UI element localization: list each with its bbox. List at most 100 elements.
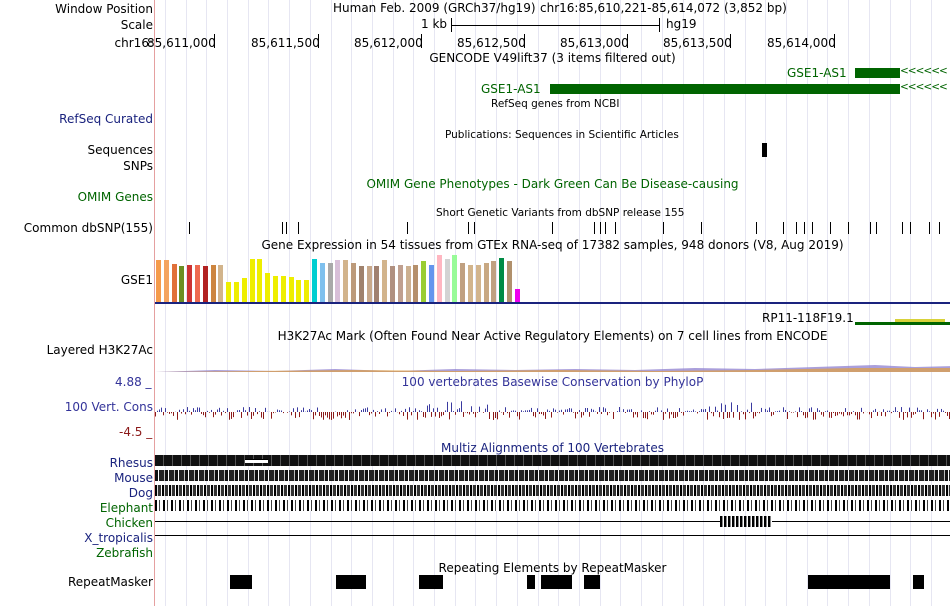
gtex-tissue-bar[interactable] <box>234 282 239 302</box>
alignment-chicken[interactable] <box>720 516 772 527</box>
gtex-gene-label[interactable]: GSE1 <box>120 273 153 287</box>
snp-variant[interactable] <box>939 222 940 234</box>
multiz-species-chicken[interactable]: Chicken <box>105 516 153 530</box>
repeat-element[interactable] <box>584 575 600 589</box>
gtex-tissue-bar[interactable] <box>304 280 310 302</box>
snp-variant[interactable] <box>848 222 849 234</box>
gtex-tissue-bar[interactable] <box>327 263 333 302</box>
gtex-tissue-bar[interactable] <box>514 289 520 302</box>
snp-variant[interactable] <box>189 222 190 234</box>
snp-variant[interactable] <box>594 222 595 234</box>
phylop-label[interactable]: 100 Vert. Cons <box>64 400 153 414</box>
gtex-tissue-bar[interactable] <box>421 261 427 302</box>
gtex-tissue-bar[interactable] <box>280 276 286 302</box>
alignment-mouse[interactable] <box>155 470 950 481</box>
snp-variant[interactable] <box>407 222 408 234</box>
gtex-tissue-bar[interactable] <box>202 266 208 302</box>
refseq-curated-label[interactable]: RefSeq Curated <box>59 112 153 126</box>
snp-variant[interactable] <box>474 222 475 234</box>
snp-variant[interactable] <box>663 222 664 234</box>
snp-variant[interactable] <box>701 222 702 234</box>
repeat-element[interactable] <box>913 575 924 589</box>
h3k27ac-label[interactable]: Layered H3K27Ac <box>46 343 153 357</box>
gtex-tissue-bar[interactable] <box>358 266 364 302</box>
gtex-tissue-bar[interactable] <box>390 266 395 302</box>
repeat-element[interactable] <box>808 575 890 589</box>
rp11-gene-label[interactable]: RP11-118F19.1 <box>762 311 854 325</box>
gtex-tissue-bar[interactable] <box>163 260 169 302</box>
gtex-tissue-bar[interactable] <box>366 266 372 302</box>
snp-variant[interactable] <box>600 222 601 234</box>
h3k27ac-track-title[interactable]: H3K27Ac Mark (Often Found Near Active Re… <box>277 329 828 343</box>
repeat-element[interactable] <box>541 575 572 589</box>
snp-variant[interactable] <box>870 222 871 234</box>
snps-label[interactable]: SNPs <box>123 159 153 173</box>
publication-sequence-item[interactable] <box>762 143 767 157</box>
gtex-tissue-bar[interactable] <box>405 266 411 302</box>
gtex-tissue-bar[interactable] <box>413 265 419 302</box>
snp-variant[interactable] <box>783 222 784 234</box>
repeat-element[interactable] <box>336 575 366 589</box>
omim-track-title[interactable]: OMIM Gene Phenotypes - Dark Green Can Be… <box>366 177 739 191</box>
sequences-label[interactable]: Sequences <box>87 143 153 157</box>
phylop-track-title[interactable]: 100 vertebrates Basewise Conservation by… <box>401 375 704 389</box>
gtex-track-title[interactable]: Gene Expression in 54 tissues from GTEx … <box>261 238 844 252</box>
snp-variant[interactable] <box>286 222 287 234</box>
gtex-tissue-bar[interactable] <box>491 261 497 302</box>
dbsnp-track-title[interactable]: Short Genetic Variants from dbSNP releas… <box>436 207 685 219</box>
snp-variant[interactable] <box>812 222 813 234</box>
publications-track-title[interactable]: Publications: Sequences in Scientific Ar… <box>445 129 679 141</box>
gtex-tissue-bar[interactable] <box>265 273 271 302</box>
alignment-rhesus[interactable] <box>155 455 950 466</box>
gtex-tissue-bar[interactable] <box>507 261 512 302</box>
gtex-tissue-bar[interactable] <box>210 265 216 302</box>
gtex-tissue-bar[interactable] <box>288 277 294 302</box>
repeat-element[interactable] <box>230 575 252 589</box>
gtex-tissue-bar[interactable] <box>171 264 177 302</box>
refseq-track-title[interactable]: RefSeq genes from NCBI <box>491 98 620 110</box>
multiz-species-dog[interactable]: Dog <box>128 486 153 500</box>
snp-variant[interactable] <box>910 222 911 234</box>
snp-variant[interactable] <box>756 222 757 234</box>
gtex-tissue-bar[interactable] <box>296 280 302 302</box>
omim-genes-label[interactable]: OMIM Genes <box>77 190 153 204</box>
snp-variant[interactable] <box>929 222 930 234</box>
gtex-tissue-bar[interactable] <box>397 265 403 302</box>
multiz-track-title[interactable]: Multiz Alignments of 100 Vertebrates <box>440 441 665 455</box>
multiz-species-mouse[interactable]: Mouse <box>114 471 153 485</box>
alignment-elephant[interactable] <box>155 500 950 511</box>
multiz-species-x-tropicalis[interactable]: X_tropicalis <box>84 531 153 545</box>
multiz-species-rhesus[interactable]: Rhesus <box>109 456 153 470</box>
repeat-element[interactable] <box>527 575 535 589</box>
gtex-tissue-bar[interactable] <box>312 259 317 302</box>
gene-exon-bottom[interactable] <box>550 84 900 94</box>
snp-variant[interactable] <box>298 222 299 234</box>
gtex-tissue-bar[interactable] <box>257 259 263 302</box>
gene-label-gse1-as1-top[interactable]: GSE1-AS1 <box>787 66 847 80</box>
dbsnp-label[interactable]: Common dbSNP(155) <box>23 221 153 235</box>
gtex-tissue-bar[interactable] <box>218 265 224 302</box>
repeatmasker-track-title[interactable]: Repeating Elements by RepeatMasker <box>438 561 667 575</box>
snp-variant[interactable] <box>876 222 877 234</box>
snp-variant[interactable] <box>468 222 469 234</box>
gene-exon-top[interactable] <box>855 68 900 78</box>
repeat-element[interactable] <box>419 575 443 589</box>
gtex-tissue-bar[interactable] <box>460 263 466 302</box>
gtex-tissue-bar[interactable] <box>429 265 434 302</box>
gtex-tissue-bar[interactable] <box>241 278 247 302</box>
snp-variant[interactable] <box>902 222 903 234</box>
gtex-tissue-bar[interactable] <box>249 259 255 302</box>
h3k27ac-signal[interactable] <box>155 355 950 373</box>
snp-variant[interactable] <box>605 222 606 234</box>
gtex-tissue-bar[interactable] <box>351 263 356 302</box>
gtex-tissue-bar[interactable] <box>195 265 200 302</box>
repeatmasker-label[interactable]: RepeatMasker <box>67 575 153 589</box>
snp-variant[interactable] <box>804 222 805 234</box>
gtex-tissue-bar[interactable] <box>444 259 450 302</box>
gtex-expression-bars[interactable] <box>156 254 536 302</box>
alignment-dog[interactable] <box>155 485 950 496</box>
gtex-tissue-bar[interactable] <box>187 265 193 302</box>
snp-variant[interactable] <box>552 222 553 234</box>
gene-label-gse1-as1-bottom[interactable]: GSE1-AS1 <box>481 82 541 96</box>
